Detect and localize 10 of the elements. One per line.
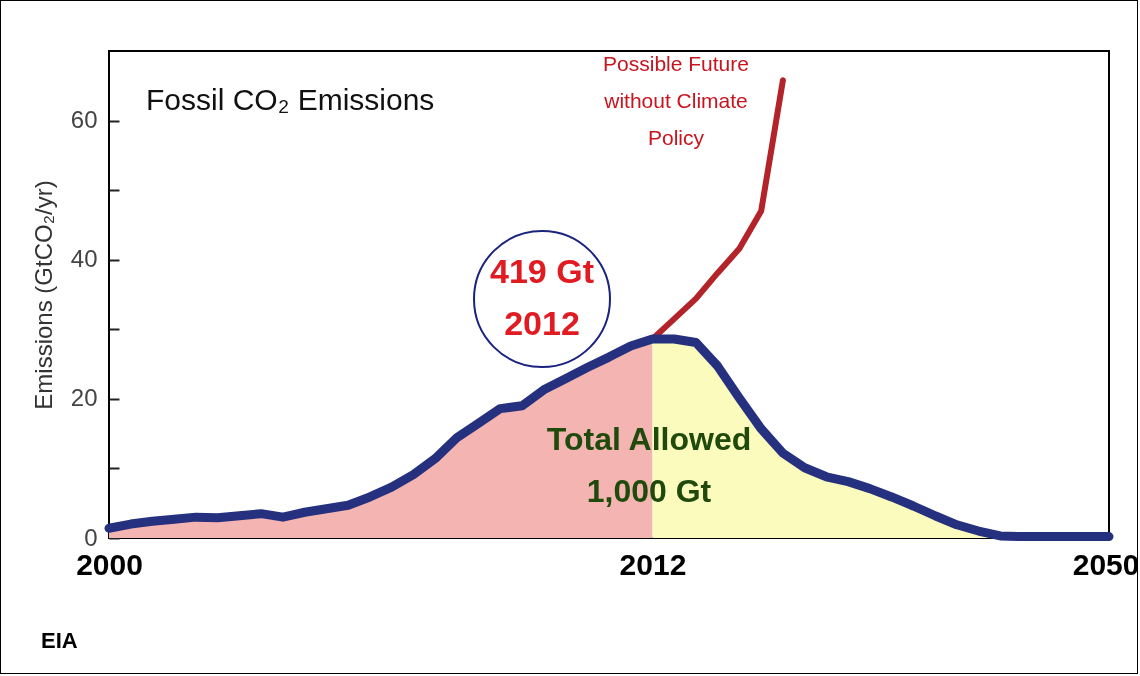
x-tick-label: 2012 [619,547,687,581]
y-tick-label: 40 [70,245,98,273]
text: EIA [41,628,78,653]
annotation: Total Allowed 1,000 Gt [546,421,752,509]
y-axis-title: Emissions (GtCO₂/yr) [29,180,57,410]
y-tick-label: 60 [70,106,98,134]
text: Fossil CO₂ Emissions [146,83,435,116]
annotation: Possible Future without Climate Policy [603,52,749,149]
annotation: 419 Gt 2012 [490,252,594,342]
y-tick-label: 20 [70,384,98,412]
